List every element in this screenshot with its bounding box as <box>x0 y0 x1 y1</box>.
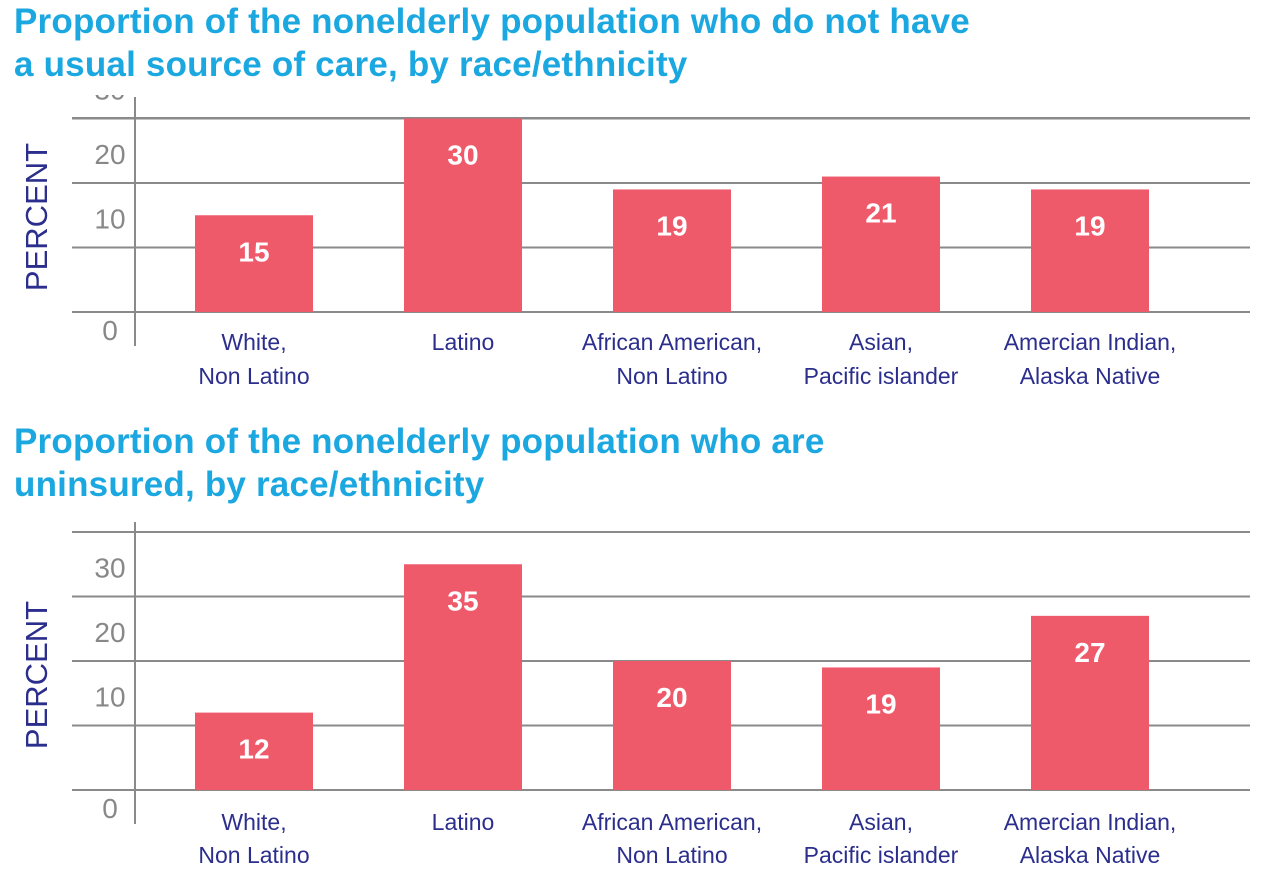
y-tick-label: 0 <box>102 793 118 824</box>
bar-value-label: 19 <box>865 688 896 719</box>
bar <box>822 667 940 790</box>
bar <box>822 176 940 312</box>
y-axis-title: PERCENT <box>19 601 54 749</box>
y-tick-label: 10 <box>94 204 125 235</box>
bar <box>195 712 313 790</box>
y-tick-label: 20 <box>94 139 125 170</box>
category-label: Asian, <box>849 329 913 355</box>
category-label: Non Latino <box>616 842 727 868</box>
bar-value-label: 19 <box>1074 210 1105 241</box>
category-label: Latino <box>432 329 495 355</box>
chart-title-line: a usual source of care, by race/ethnicit… <box>14 45 688 84</box>
bar <box>1031 189 1149 312</box>
chart-title: Proportion of the nonelderly population … <box>14 420 825 506</box>
category-label: White, <box>221 329 286 355</box>
category-label: White, <box>221 809 286 835</box>
y-tick-label: 0 <box>102 315 118 346</box>
bar <box>404 564 522 790</box>
category-label: Non Latino <box>198 363 309 389</box>
bar <box>613 189 731 312</box>
category-label: Latino <box>432 809 495 835</box>
bar-value-label: 12 <box>238 734 269 765</box>
category-label: Amercian Indian, <box>1004 329 1177 355</box>
category-label: Pacific islander <box>804 842 959 868</box>
bar <box>195 215 313 312</box>
category-label: Pacific islander <box>804 363 959 389</box>
bar-value-label: 27 <box>1074 637 1105 668</box>
chart-title-line: uninsured, by race/ethnicity <box>14 465 485 504</box>
y-axis-title: PERCENT <box>19 143 54 291</box>
bar <box>404 118 522 312</box>
bar-value-label: 15 <box>238 236 269 267</box>
bar-chart-plot: 01020304012White,Non Latino35Latino20Afr… <box>19 522 1250 868</box>
bar-value-label: 21 <box>865 198 896 229</box>
category-label: Alaska Native <box>1020 363 1161 389</box>
chart-uninsured: Proportion of the nonelderly population … <box>0 420 1273 875</box>
bar <box>613 661 731 790</box>
y-tick-label: 20 <box>94 617 125 648</box>
bar-value-label: 35 <box>447 585 478 616</box>
bar-value-label: 19 <box>656 210 687 241</box>
chart-title-line: Proportion of the nonelderly population … <box>14 422 825 461</box>
y-tick-label: 30 <box>94 553 125 584</box>
category-label: Asian, <box>849 809 913 835</box>
chart-no-usual-source-of-care: Proportion of the nonelderly population … <box>0 0 1273 400</box>
bar-value-label: 20 <box>656 682 687 713</box>
bar-chart-plot: 0 10 20 30 15 White, Non Latino 30 Latino 19 Afric… <box>19 95 1250 389</box>
category-label: Non Latino <box>198 842 309 868</box>
y-tick-label: 10 <box>94 682 125 713</box>
category-label: Alaska Native <box>1020 842 1161 868</box>
y-tick-label: 30 <box>94 95 125 106</box>
category-label: Non Latino <box>616 363 727 389</box>
bar <box>1031 615 1149 790</box>
category-label: Amercian Indian, <box>1004 809 1177 835</box>
category-label: African American, <box>582 809 762 835</box>
chart-title: Proportion of the nonelderly population … <box>14 0 970 86</box>
bar-value-label: 30 <box>447 140 478 171</box>
category-label: African American, <box>582 329 762 355</box>
chart-title-line: Proportion of the nonelderly population … <box>14 2 970 41</box>
